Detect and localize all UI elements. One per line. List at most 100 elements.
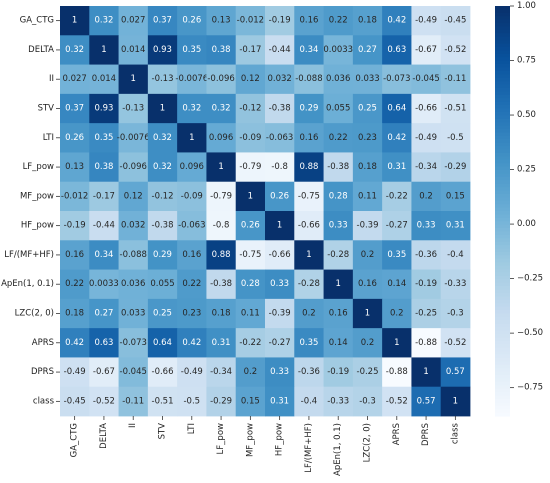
heatmap-cell-hf-pow-stv [147, 211, 178, 241]
column-label-delta: DELTA [99, 423, 109, 449]
colorbar-gradient-slice [495, 6, 510, 11]
colorbar-gradient-slice [495, 224, 510, 229]
colorbar: 1.00 0.75 0.50 0.25 0.00 −0.25 −0.50 −0.75 [495, 1, 543, 417]
column-label-apen-1-0-1: ApEn(1, 0.1) [333, 423, 343, 476]
cell-value-label: 0.38 [94, 162, 113, 172]
heatmap-cell-lf-pow-ga-ctg [60, 152, 90, 183]
cell-value-label: 1 [423, 367, 428, 377]
colorbar-gradient-slice [495, 70, 510, 75]
heatmap-cell-lf-mf-hf-hf-pow [265, 240, 295, 270]
column-label-lti: LTI [187, 423, 197, 434]
cell-value-label: 0.35 [182, 45, 201, 55]
heatmap-cell-mf-pow-delta [89, 181, 119, 212]
heatmap-cell-mf-pow-aprs [382, 181, 412, 212]
cell-value-label: 0.16 [358, 279, 377, 289]
heatmap-cell-stv-ga-ctg [60, 93, 90, 124]
column-label-class: class [450, 422, 460, 444]
cell-value-label: -0.28 [298, 279, 320, 289]
colorbar-gradient-slice [495, 334, 510, 339]
heatmap-cell-delta-class [440, 35, 471, 65]
heatmap-cell-apen-1-0-1-lf-mf-hf [294, 269, 324, 300]
heatmap-cell-dprs-ga-ctg [60, 357, 90, 388]
heatmap-cell-apen-1-0-1-mf-pow [235, 269, 266, 300]
cell-value-label: 1 [218, 162, 223, 172]
cell-value-label: -0.13 [152, 74, 174, 84]
cell-value-label: 0.2 [361, 250, 375, 260]
heatmap-cell-aprs-hf-pow [265, 328, 295, 358]
cell-value-label: 0.22 [182, 279, 201, 289]
colorbar-gradient-slice [495, 111, 510, 116]
cell-value-label: 0.25 [358, 104, 377, 114]
heatmap-cell-lzc-2-0-lzc-2-0 [352, 298, 383, 329]
heatmap-cell-lzc-2-0-hf-pow [265, 298, 295, 329]
cell-value-label: 0.15 [241, 396, 260, 406]
colorbar-gradient-slice [495, 262, 510, 267]
heatmap-cell-lti-hf-pow [265, 123, 295, 153]
row-label-mf-pow: MF_pow [20, 191, 54, 201]
colorbar-gradient-slice [495, 122, 510, 127]
heatmap-cell-stv-ii [118, 93, 149, 124]
heatmap-cell-lti-lzc-2-0 [352, 123, 383, 153]
heatmap-cell-stv-lf-pow [206, 93, 237, 124]
heatmap-cell-lti-aprs [382, 123, 412, 153]
heatmap-cell-ii-hf-pow [265, 64, 295, 95]
heatmap-cell-hf-pow-ga-ctg [60, 211, 90, 241]
cell-value-label: 0.25 [153, 309, 172, 319]
cell-value-label: 0.2 [302, 309, 316, 319]
cell-value-label: -0.49 [64, 367, 86, 377]
cell-value-label: 0.036 [326, 74, 350, 84]
heatmap-cell-class-lti [177, 386, 207, 417]
heatmap-cell-lf-mf-hf-lti [177, 240, 207, 270]
heatmap-cell-dprs-lti [177, 357, 207, 388]
cell-value-label: 0.014 [121, 45, 145, 55]
heatmap-cell-lti-lf-pow [206, 123, 237, 153]
cell-value-label: 0.28 [241, 279, 260, 289]
cell-value-label: -0.13 [122, 104, 144, 114]
colorbar-gradient-slice [495, 125, 510, 130]
heatmap-cell-apen-1-0-1-lzc-2-0 [352, 269, 383, 300]
heatmap-cell-hf-pow-class [440, 211, 471, 241]
heatmap-cell-lf-mf-hf-lzc-2-0 [352, 240, 383, 270]
colorbar-gradient-slice [495, 337, 510, 342]
row-label-lzc-2-0: LZC(2, 0) [15, 309, 54, 319]
colorbar-gradient-slice [495, 306, 510, 311]
cell-value-label: -0.0076 [175, 74, 208, 84]
heatmap-cell-lzc-2-0-apen-1-0-1 [323, 298, 354, 329]
heatmap-cell-mf-pow-lti [177, 181, 207, 212]
cell-value-label: 0.28 [329, 191, 348, 201]
colorbar-gradient-slice [495, 371, 510, 376]
heatmap-cell-stv-lzc-2-0 [352, 93, 383, 124]
colorbar-gradient-slice [495, 53, 510, 58]
row-label-stv: STV [38, 104, 55, 114]
cell-value-label: -0.44 [269, 45, 291, 55]
colorbar-gradient-slice [495, 12, 510, 17]
colorbar-gradient-slice [495, 364, 510, 369]
heatmap-cell-class-lf-mf-hf [294, 386, 324, 417]
cell-value-label: -0.012 [237, 16, 264, 26]
colorbar-gradient-slice [495, 77, 510, 82]
cell-value-label: -0.5 [183, 396, 200, 406]
heatmap-cell-ii-stv [147, 64, 178, 95]
colorbar-gradient-slice [495, 234, 510, 239]
heatmap-cell-dprs-aprs [382, 357, 412, 388]
colorbar-gradient-slice [495, 204, 510, 209]
heatmap-cell-hf-pow-mf-pow [235, 211, 266, 241]
heatmap-cell-lti-class [440, 123, 471, 153]
colorbar-gradient-slice [495, 354, 510, 359]
colorbar-gradient-slice [495, 84, 510, 89]
colorbar-gradient-slice [495, 388, 510, 393]
heatmap-cell-aprs-ii [118, 328, 149, 358]
cell-value-label: 1 [453, 396, 458, 406]
cell-value-label: -0.33 [444, 279, 466, 289]
heatmap-cell-class-lf-pow [206, 386, 237, 417]
heatmap-cell-lzc-2-0-ga-ctg [60, 298, 90, 329]
cell-value-label: 0.23 [182, 309, 201, 319]
heatmap-cell-mf-pow-class [440, 181, 471, 212]
heatmap-cell-ii-mf-pow [235, 64, 266, 95]
heatmap-cell-mf-pow-hf-pow [265, 181, 295, 212]
colorbar-gradient-slice [495, 398, 510, 403]
cell-value-label: 0.096 [209, 133, 233, 143]
cell-value-label: -0.3 [447, 309, 464, 319]
heatmap-cell-lzc-2-0-delta [89, 298, 119, 329]
heatmap-cell-lti-lti [177, 123, 207, 153]
